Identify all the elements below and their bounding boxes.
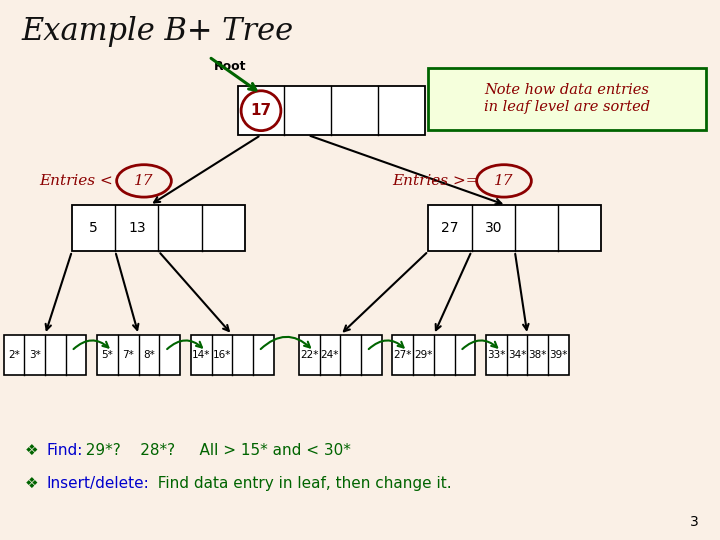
Bar — [4, 335, 86, 375]
Text: 17: 17 — [251, 103, 271, 118]
Text: 2*: 2* — [8, 350, 20, 360]
Text: Note how data entries
in leaf level are sorted: Note how data entries in leaf level are … — [484, 84, 650, 113]
Text: Example B+ Tree: Example B+ Tree — [22, 16, 294, 47]
Text: 17: 17 — [494, 174, 514, 188]
Text: 27: 27 — [441, 221, 459, 235]
Text: Find:: Find: — [47, 443, 84, 458]
Bar — [392, 335, 475, 375]
Text: Find data entry in leaf, then change it.: Find data entry in leaf, then change it. — [148, 476, 451, 491]
Text: 3*: 3* — [29, 350, 40, 360]
Text: ❖: ❖ — [25, 476, 39, 491]
Text: 5: 5 — [89, 221, 98, 235]
Bar — [486, 335, 569, 375]
Text: 7*: 7* — [122, 350, 134, 360]
Bar — [72, 205, 245, 251]
Bar — [97, 335, 180, 375]
Text: 33*: 33* — [487, 350, 505, 360]
Bar — [238, 86, 425, 135]
Text: 27*: 27* — [394, 350, 412, 360]
Text: 8*: 8* — [143, 350, 155, 360]
Text: Entries >=: Entries >= — [392, 174, 479, 188]
Text: 39*: 39* — [549, 350, 567, 360]
Text: 3: 3 — [690, 515, 698, 529]
Bar — [191, 335, 274, 375]
Bar — [428, 205, 601, 251]
Text: 29*?    28*?     All > 15* and < 30*: 29*? 28*? All > 15* and < 30* — [76, 443, 351, 458]
Text: ❖: ❖ — [25, 443, 39, 458]
Text: 5*: 5* — [102, 350, 114, 360]
Text: Entries <: Entries < — [40, 174, 118, 188]
Text: Insert/delete:: Insert/delete: — [47, 476, 150, 491]
Text: 17: 17 — [134, 174, 154, 188]
Text: Root: Root — [214, 60, 247, 73]
Text: 14*: 14* — [192, 350, 210, 360]
Bar — [428, 68, 706, 130]
Text: 16*: 16* — [212, 350, 231, 360]
Text: 13: 13 — [128, 221, 145, 235]
Text: 30: 30 — [485, 221, 502, 235]
Text: 38*: 38* — [528, 350, 547, 360]
Text: 22*: 22* — [300, 350, 318, 360]
Text: 34*: 34* — [508, 350, 526, 360]
Text: 24*: 24* — [320, 350, 339, 360]
Text: 29*: 29* — [414, 350, 433, 360]
Bar — [299, 335, 382, 375]
